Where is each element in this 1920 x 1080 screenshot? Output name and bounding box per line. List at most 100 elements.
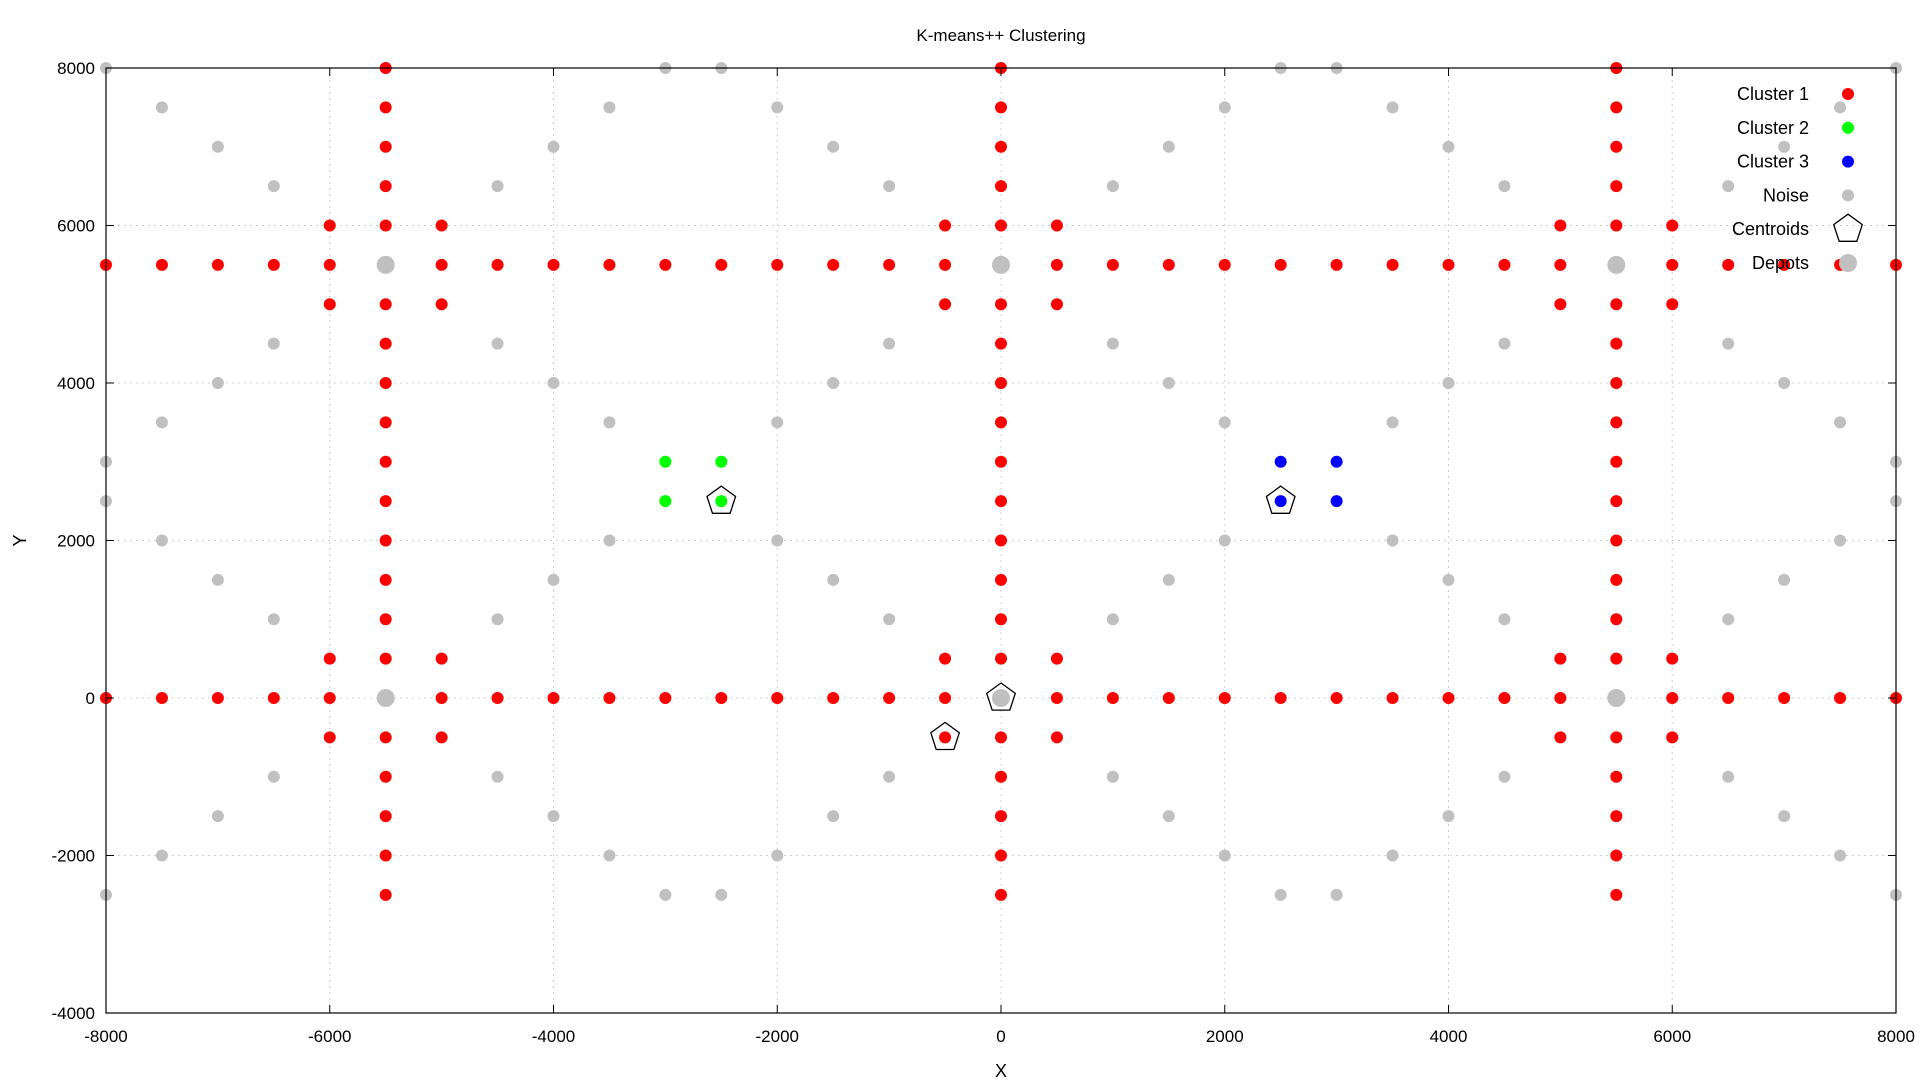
cluster-1-point <box>379 298 392 311</box>
noise-point <box>603 534 616 547</box>
cluster-2-point <box>659 495 672 508</box>
noise-point <box>491 180 504 193</box>
noise-point <box>1442 810 1455 823</box>
cluster-1-point <box>1610 377 1623 389</box>
x-axis-label: X <box>995 1061 1007 1080</box>
cluster-1-point <box>1666 219 1679 232</box>
y-tick-label: 0 <box>86 689 95 708</box>
cluster-1-point <box>827 692 840 704</box>
noise-point <box>827 573 840 586</box>
cluster-1-point <box>995 849 1007 862</box>
cluster-1-point <box>659 258 672 271</box>
noise-point <box>827 810 840 823</box>
cluster-1-point <box>1274 692 1287 704</box>
cluster-1-point <box>435 298 448 311</box>
noise-point <box>883 613 896 626</box>
cluster-1-point <box>995 101 1007 114</box>
cluster-1-point <box>547 692 560 704</box>
cluster-2-point <box>659 455 672 468</box>
cluster-1-point <box>995 219 1007 232</box>
cluster-1-point <box>435 258 448 271</box>
cluster-1-point <box>1498 258 1511 271</box>
noise-point <box>155 849 168 862</box>
cluster-1-point <box>1050 298 1063 311</box>
cluster-1-point <box>1610 613 1623 626</box>
y-axis-label: Y <box>10 534 30 546</box>
y-tick-label: 4000 <box>57 374 95 393</box>
noise-point <box>1218 416 1231 429</box>
noise-point <box>155 416 168 429</box>
cluster-1-point <box>1386 692 1399 704</box>
cluster-1-point <box>1050 258 1063 271</box>
depot-marker <box>992 689 1010 707</box>
noise-point <box>1834 534 1847 547</box>
depot-marker <box>376 255 395 274</box>
cluster-1-point <box>1050 219 1063 232</box>
cluster-1-point <box>827 258 840 271</box>
cluster-1-point <box>155 258 168 271</box>
cluster-1-point <box>1330 258 1343 271</box>
cluster-1-point <box>771 258 784 271</box>
cluster-1-point <box>939 258 952 271</box>
cluster-1-point <box>323 731 336 744</box>
noise-point <box>267 770 280 783</box>
cluster-1-point <box>939 298 952 311</box>
cluster-1-point <box>603 692 616 704</box>
cluster-1-point <box>435 692 448 704</box>
noise-point <box>1498 770 1511 783</box>
noise-point <box>1722 770 1735 783</box>
noise-point <box>1834 849 1847 862</box>
noise-point <box>771 534 784 547</box>
cluster-1-point <box>379 770 392 783</box>
noise-point <box>267 337 280 350</box>
y-tick-label: 6000 <box>57 217 95 236</box>
noise-point <box>547 810 560 823</box>
cluster-1-point <box>995 810 1007 823</box>
depot-marker <box>992 255 1010 274</box>
cluster-1-point <box>771 692 784 704</box>
cluster-1-point <box>995 416 1007 429</box>
cluster-1-point <box>1050 731 1063 744</box>
cluster-1-point <box>939 219 952 232</box>
noise-point <box>211 810 224 823</box>
noise-point <box>1442 573 1455 586</box>
noise-point <box>1218 534 1231 547</box>
noise-point <box>1386 416 1399 429</box>
cluster-1-point <box>1442 692 1455 704</box>
cluster-1-point <box>323 258 336 271</box>
x-tick-label: -2000 <box>756 1027 799 1046</box>
legend: Cluster 1 Cluster 2 Cluster 3 Noise Cent… <box>1732 84 1864 273</box>
cluster-1-point <box>1610 770 1623 783</box>
noise-point <box>1778 573 1791 586</box>
x-tick-label: -4000 <box>532 1027 575 1046</box>
depot-marker <box>1607 255 1626 274</box>
cluster-1-point <box>379 731 392 744</box>
noise-point <box>771 849 784 862</box>
cluster-1-point <box>995 180 1007 193</box>
cluster-2-point <box>715 495 728 508</box>
cluster-1-point <box>1666 258 1679 271</box>
noise-point <box>267 613 280 626</box>
cluster-1-point <box>211 258 224 271</box>
noise-point <box>1162 573 1175 586</box>
cluster-1-point <box>883 692 896 704</box>
centroid-marker <box>1265 485 1296 514</box>
cluster-1-point <box>603 258 616 271</box>
cluster-1-point <box>995 140 1007 153</box>
cluster-1-point <box>995 337 1007 350</box>
cluster-1-point <box>379 337 392 350</box>
cluster-1-point <box>1442 258 1455 271</box>
cluster-1-point <box>995 573 1007 586</box>
y-tick-label: -2000 <box>52 847 95 866</box>
cluster-1-point <box>995 731 1007 744</box>
noise-point <box>1106 770 1119 783</box>
noise-point <box>1218 101 1231 114</box>
cluster-1-point <box>1610 298 1623 311</box>
cluster-1-point <box>267 258 280 271</box>
cluster-1-point <box>995 888 1007 901</box>
noise-point <box>491 770 504 783</box>
noise-point <box>603 101 616 114</box>
noise-point <box>883 770 896 783</box>
noise-point <box>1498 337 1511 350</box>
